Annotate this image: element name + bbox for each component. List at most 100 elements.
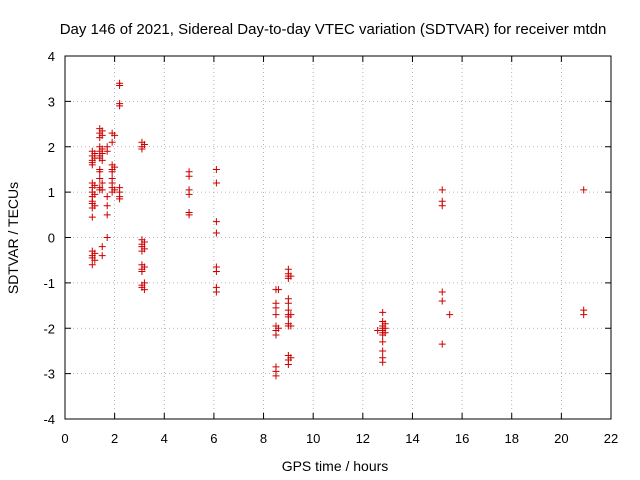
x-tick-label: 8 bbox=[260, 431, 267, 446]
data-point bbox=[272, 372, 280, 380]
data-point bbox=[91, 181, 99, 189]
data-point bbox=[272, 304, 280, 312]
data-point bbox=[379, 308, 387, 316]
data-point bbox=[212, 268, 220, 276]
data-point bbox=[98, 150, 106, 158]
x-axis-label: GPS time / hours bbox=[282, 458, 389, 474]
data-points bbox=[88, 79, 588, 380]
data-point bbox=[379, 347, 387, 355]
data-point bbox=[272, 311, 280, 319]
data-point bbox=[88, 213, 96, 221]
data-point bbox=[438, 340, 446, 348]
gridlines bbox=[65, 56, 611, 419]
data-point bbox=[284, 299, 292, 307]
data-point bbox=[116, 102, 124, 110]
data-point bbox=[140, 140, 148, 148]
data-point bbox=[438, 186, 446, 194]
x-tick-label: 14 bbox=[405, 431, 419, 446]
y-tick-label: -4 bbox=[43, 412, 55, 427]
x-tick-label: 18 bbox=[504, 431, 518, 446]
data-point bbox=[140, 245, 148, 253]
data-point bbox=[446, 311, 454, 319]
data-point bbox=[185, 190, 193, 198]
data-point bbox=[138, 145, 146, 153]
y-axis-label: SDTVAR / TECUs bbox=[5, 182, 21, 294]
y-axis: -4 -3 -2 -1 0 1 2 3 4 bbox=[43, 49, 611, 427]
data-point bbox=[140, 286, 148, 294]
x-tick-label: 6 bbox=[210, 431, 217, 446]
y-tick-label: -2 bbox=[43, 321, 55, 336]
data-point bbox=[379, 338, 387, 346]
data-point bbox=[103, 234, 111, 241]
x-tick-label: 16 bbox=[455, 431, 469, 446]
data-point bbox=[287, 311, 295, 319]
data-point bbox=[111, 186, 119, 194]
data-point bbox=[98, 243, 106, 251]
data-point bbox=[116, 195, 124, 203]
data-point bbox=[438, 288, 446, 296]
data-point bbox=[96, 168, 104, 176]
data-point bbox=[108, 138, 116, 146]
data-point bbox=[103, 193, 111, 201]
x-tick-label: 20 bbox=[554, 431, 568, 446]
data-point bbox=[103, 202, 111, 210]
y-tick-label: 1 bbox=[48, 185, 55, 200]
data-point bbox=[274, 324, 282, 332]
data-point bbox=[212, 229, 220, 237]
x-tick-label: 10 bbox=[306, 431, 320, 446]
data-point bbox=[212, 165, 220, 173]
data-point bbox=[91, 249, 99, 257]
x-tick-label: 4 bbox=[161, 431, 168, 446]
y-tick-label: 2 bbox=[48, 140, 55, 155]
data-point bbox=[103, 147, 111, 155]
data-point bbox=[98, 186, 106, 194]
data-point bbox=[98, 252, 106, 260]
data-point bbox=[98, 179, 106, 187]
x-axis: 0 2 4 6 8 10 12 14 16 18 20 22 bbox=[61, 56, 618, 446]
data-point bbox=[96, 175, 104, 183]
y-tick-label: 0 bbox=[48, 231, 55, 246]
data-point bbox=[438, 202, 446, 210]
data-point bbox=[88, 261, 96, 269]
y-tick-label: -3 bbox=[43, 367, 55, 382]
x-tick-label: 22 bbox=[604, 431, 618, 446]
x-tick-label: 2 bbox=[111, 431, 118, 446]
data-point bbox=[185, 211, 193, 219]
data-point bbox=[98, 156, 106, 164]
data-point bbox=[287, 354, 295, 362]
y-tick-label: 4 bbox=[48, 49, 55, 64]
data-point bbox=[274, 286, 282, 294]
data-point bbox=[111, 163, 119, 171]
data-point bbox=[138, 268, 146, 276]
data-point bbox=[185, 172, 193, 180]
data-point bbox=[381, 329, 389, 337]
y-tick-label: -1 bbox=[43, 276, 55, 291]
data-point bbox=[438, 297, 446, 305]
data-point bbox=[580, 311, 588, 319]
data-point bbox=[287, 322, 295, 330]
data-point bbox=[108, 168, 116, 176]
data-point bbox=[91, 190, 99, 198]
data-point bbox=[287, 272, 295, 280]
data-point bbox=[212, 288, 220, 296]
data-point bbox=[98, 131, 106, 139]
data-point bbox=[379, 358, 387, 366]
data-point bbox=[88, 161, 96, 169]
data-point bbox=[103, 211, 111, 219]
data-point bbox=[91, 202, 99, 210]
data-point bbox=[284, 361, 292, 369]
x-tick-label: 0 bbox=[61, 431, 68, 446]
data-point bbox=[580, 186, 588, 194]
data-point bbox=[91, 256, 99, 264]
data-point bbox=[140, 263, 148, 271]
data-point bbox=[140, 279, 148, 287]
data-point bbox=[272, 331, 280, 339]
x-tick-label: 12 bbox=[356, 431, 370, 446]
data-point bbox=[140, 238, 148, 246]
y-tick-label: 3 bbox=[48, 94, 55, 109]
data-point bbox=[212, 179, 220, 187]
data-point bbox=[111, 131, 119, 139]
data-point bbox=[212, 218, 220, 226]
data-point bbox=[116, 81, 124, 89]
